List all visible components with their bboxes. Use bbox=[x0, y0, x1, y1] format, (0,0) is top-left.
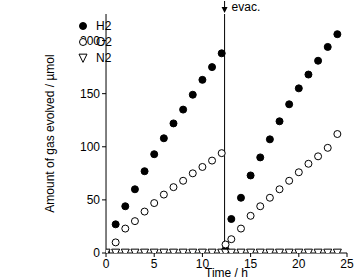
html-text:H2: H2 bbox=[96, 19, 112, 33]
svg-text:200: 200 bbox=[80, 34, 100, 48]
svg-text:20: 20 bbox=[292, 257, 306, 271]
svg-text:evac.: evac. bbox=[232, 0, 261, 14]
html-text:N2: N2 bbox=[96, 51, 112, 65]
svg-text:0: 0 bbox=[93, 246, 100, 260]
svg-text:15: 15 bbox=[243, 256, 258, 271]
html-text:O2: O2 bbox=[96, 35, 112, 49]
svg-text:0: 0 bbox=[103, 257, 110, 271]
svg-text:25: 25 bbox=[340, 257, 351, 271]
svg-text:Amount of gas evolved / µmol: Amount of gas evolved / µmol bbox=[43, 54, 57, 212]
svg-text:150: 150 bbox=[80, 87, 100, 101]
svg-text:Time / h: Time / h bbox=[205, 266, 248, 279]
svg-text:50: 50 bbox=[87, 193, 101, 207]
svg-text:5: 5 bbox=[151, 257, 158, 271]
svg-text:10: 10 bbox=[195, 256, 210, 271]
svg-text:100: 100 bbox=[80, 140, 100, 154]
